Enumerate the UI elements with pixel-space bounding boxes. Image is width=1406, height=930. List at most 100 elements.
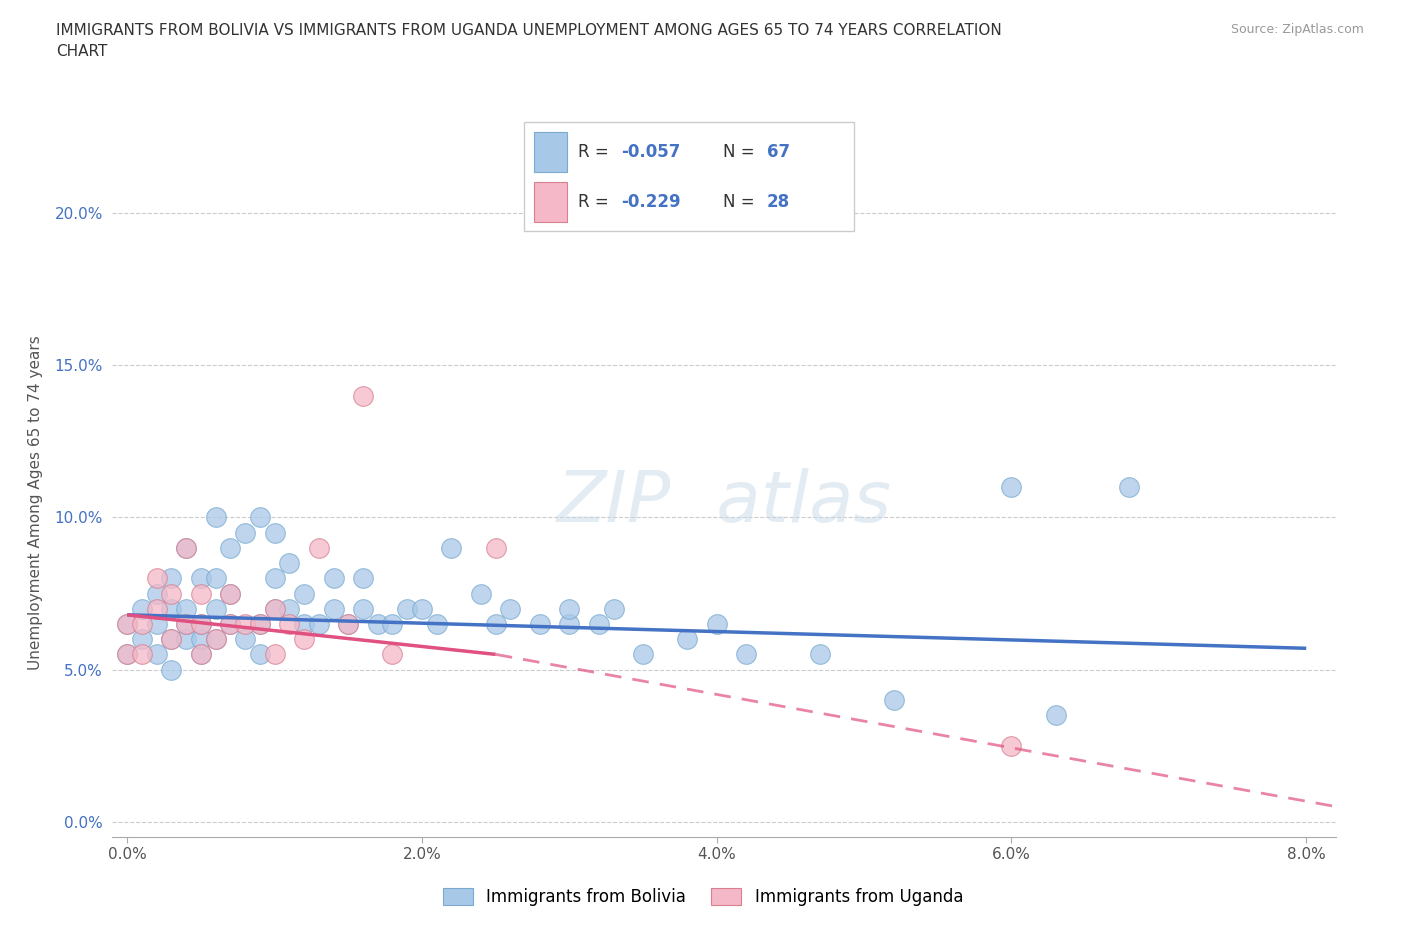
Point bbox=[1118, 480, 1140, 495]
Point bbox=[322, 571, 344, 586]
Point bbox=[145, 571, 167, 586]
Point bbox=[115, 617, 138, 631]
Point bbox=[115, 617, 138, 631]
Point bbox=[131, 602, 153, 617]
Point bbox=[145, 617, 167, 631]
Y-axis label: Unemployment Among Ages 65 to 74 years: Unemployment Among Ages 65 to 74 years bbox=[28, 335, 44, 670]
Text: -0.057: -0.057 bbox=[621, 143, 681, 161]
Point bbox=[160, 631, 183, 646]
Point bbox=[1045, 708, 1067, 723]
FancyBboxPatch shape bbox=[534, 182, 568, 222]
Text: 28: 28 bbox=[766, 193, 790, 211]
Point bbox=[396, 602, 419, 617]
Point bbox=[190, 586, 212, 601]
Point bbox=[278, 617, 301, 631]
Point bbox=[292, 586, 315, 601]
Text: Source: ZipAtlas.com: Source: ZipAtlas.com bbox=[1230, 23, 1364, 36]
Point bbox=[808, 647, 831, 662]
Text: -0.229: -0.229 bbox=[621, 193, 681, 211]
Point bbox=[278, 555, 301, 570]
Point bbox=[233, 525, 256, 540]
Point bbox=[411, 602, 433, 617]
Point bbox=[145, 647, 167, 662]
Point bbox=[131, 617, 153, 631]
Point bbox=[190, 571, 212, 586]
Point bbox=[440, 540, 463, 555]
Point bbox=[174, 540, 197, 555]
Point bbox=[631, 647, 654, 662]
Point bbox=[131, 647, 153, 662]
Text: IMMIGRANTS FROM BOLIVIA VS IMMIGRANTS FROM UGANDA UNEMPLOYMENT AMONG AGES 65 TO : IMMIGRANTS FROM BOLIVIA VS IMMIGRANTS FR… bbox=[56, 23, 1002, 60]
Point bbox=[204, 631, 226, 646]
Point bbox=[160, 631, 183, 646]
Point bbox=[602, 602, 624, 617]
Point bbox=[352, 602, 374, 617]
Point bbox=[204, 602, 226, 617]
Point bbox=[470, 586, 492, 601]
Point bbox=[292, 617, 315, 631]
Point bbox=[190, 647, 212, 662]
Point bbox=[263, 602, 285, 617]
Point bbox=[160, 571, 183, 586]
Point bbox=[204, 631, 226, 646]
Point bbox=[219, 586, 242, 601]
Text: R =: R = bbox=[578, 193, 613, 211]
Point bbox=[219, 617, 242, 631]
FancyBboxPatch shape bbox=[534, 132, 568, 172]
Point bbox=[367, 617, 389, 631]
Point bbox=[249, 647, 271, 662]
Point bbox=[1000, 480, 1022, 495]
Point bbox=[263, 525, 285, 540]
Point bbox=[263, 571, 285, 586]
Point bbox=[426, 617, 449, 631]
Point bbox=[174, 631, 197, 646]
Text: N =: N = bbox=[723, 143, 759, 161]
Point bbox=[190, 647, 212, 662]
Point bbox=[1000, 738, 1022, 753]
Point bbox=[219, 540, 242, 555]
Point bbox=[233, 617, 256, 631]
Point bbox=[485, 617, 508, 631]
Point bbox=[558, 602, 581, 617]
Point bbox=[308, 617, 330, 631]
Point bbox=[233, 631, 256, 646]
Point bbox=[308, 540, 330, 555]
Point bbox=[735, 647, 758, 662]
Legend: Immigrants from Bolivia, Immigrants from Uganda: Immigrants from Bolivia, Immigrants from… bbox=[436, 881, 970, 912]
Point bbox=[485, 540, 508, 555]
Point bbox=[249, 617, 271, 631]
Point bbox=[337, 617, 360, 631]
Point bbox=[676, 631, 699, 646]
Point bbox=[588, 617, 610, 631]
Point bbox=[529, 617, 551, 631]
Point bbox=[883, 693, 905, 708]
Point bbox=[381, 647, 404, 662]
Point bbox=[249, 617, 271, 631]
Text: N =: N = bbox=[723, 193, 759, 211]
Point bbox=[278, 602, 301, 617]
Point bbox=[352, 571, 374, 586]
Point bbox=[174, 617, 197, 631]
Point bbox=[381, 617, 404, 631]
Point bbox=[263, 647, 285, 662]
Point bbox=[145, 602, 167, 617]
Point bbox=[204, 510, 226, 525]
Point bbox=[190, 617, 212, 631]
Point bbox=[115, 647, 138, 662]
Point bbox=[352, 388, 374, 403]
Text: 67: 67 bbox=[766, 143, 790, 161]
Point bbox=[145, 586, 167, 601]
Point bbox=[292, 631, 315, 646]
Point bbox=[174, 540, 197, 555]
FancyBboxPatch shape bbox=[523, 122, 855, 232]
Point bbox=[219, 617, 242, 631]
Text: R =: R = bbox=[578, 143, 613, 161]
Point bbox=[263, 602, 285, 617]
Point bbox=[558, 617, 581, 631]
Point bbox=[174, 617, 197, 631]
Point bbox=[160, 586, 183, 601]
Point bbox=[219, 586, 242, 601]
Text: ZIP  atlas: ZIP atlas bbox=[557, 468, 891, 537]
Point bbox=[706, 617, 728, 631]
Point bbox=[499, 602, 522, 617]
